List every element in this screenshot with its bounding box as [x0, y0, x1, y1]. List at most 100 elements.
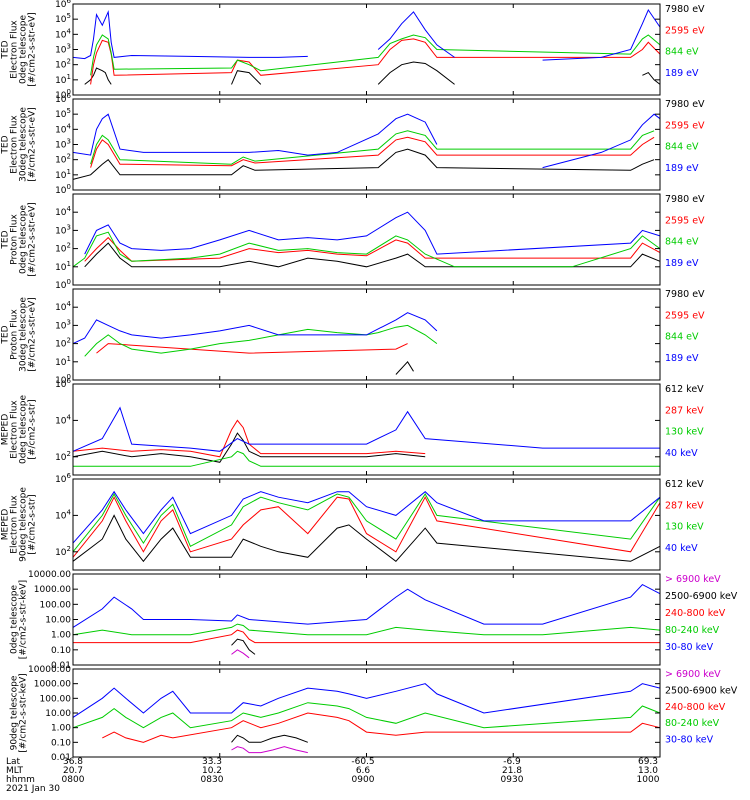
y-tick-label: 103 [55, 43, 71, 56]
y-tick-exponent: 2 [67, 337, 71, 345]
y-tick-exponent: 3 [67, 138, 71, 146]
y-tick-exponent: 3 [67, 43, 71, 51]
chart-panel-7: 10000.00 1000.00 100.00 10.00 1.00 0.10 0.01 90… [10, 665, 738, 763]
y-tick-exponent: 0 [67, 373, 71, 381]
legend-entry: 612 keV [665, 384, 704, 395]
plot-frame [72, 3, 661, 96]
y-tick-label: 104 [55, 205, 71, 218]
y-tick-exponent: 5 [67, 12, 71, 20]
y-tick-label: 101 [55, 355, 71, 368]
y-tick-exponent: 2 [67, 242, 71, 250]
legend-entry: 189 eV [665, 258, 699, 269]
series-line-7-3 [72, 702, 661, 729]
legend-entry: 2595 eV [665, 215, 705, 226]
series-line-6-4 [72, 583, 661, 628]
footer-col-2: -60.5 6.6 0900 [346, 758, 380, 785]
y-tick-label: 103 [55, 223, 71, 236]
series-line-3-0 [395, 360, 414, 375]
y-tick-label: 10000.00 [28, 570, 71, 580]
legend-entry: 30-80 keV [665, 642, 714, 653]
y-tick-exponent: 1 [67, 260, 71, 268]
footer-col-4: 69.3 13.0 1000 [633, 758, 663, 785]
ephemeris-footer: Lat MLT hhmm 2021 Jan 30 36.8 20.7 0800 … [0, 758, 750, 800]
y-tick-label: 106 [55, 472, 71, 485]
y-tick-exponent: 6 [67, 377, 72, 385]
y-tick-exponent: 5 [67, 107, 71, 115]
y-tick-exponent: 2 [67, 153, 71, 161]
y-tick-label: 104 [55, 27, 71, 40]
y-tick-exponent: 4 [67, 122, 72, 130]
legend-entry: 844 eV [665, 237, 699, 248]
y-tick-label: 104 [55, 300, 71, 313]
series-line-5-2 [72, 492, 661, 553]
y-tick-label: 10.00 [45, 709, 71, 719]
footer-lat-1: 33.3 [201, 757, 223, 767]
legend-entry: 189 eV [665, 163, 699, 174]
footer-hhmm-4: 1000 [636, 775, 660, 785]
series-line-5-1 [72, 496, 661, 558]
y-tick-label: 101 [55, 260, 71, 273]
legend-entry: > 6900 keV [665, 669, 721, 680]
legend-entry: 287 keV [665, 405, 704, 416]
legend-entry: 40 keV [665, 448, 698, 459]
legend-entry: 240-800 keV [665, 608, 726, 619]
series-line-5-0 [72, 514, 661, 563]
series-line-7-1 [231, 734, 308, 743]
series-line-7-0 [231, 746, 308, 754]
y-axis-label-line: [#/cm2-s-str-eV] [28, 107, 38, 182]
legend-entry: 2500-6900 keV [665, 591, 738, 602]
legend-entry: 287 keV [665, 500, 704, 511]
y-axis-label-line: TED [1, 325, 11, 344]
y-tick-label: 100 [55, 183, 71, 196]
y-axis-label: TEDElectron Flux30deg telescope[#/cm2-s-… [1, 107, 38, 182]
footer-hhmm-1: 0830 [200, 775, 224, 785]
y-axis-label-line: TED [1, 230, 11, 249]
y-axis-label-line: Proton Flux [10, 309, 20, 360]
footer-hhmm-0: 0800 [61, 775, 85, 785]
y-tick-exponent: 0 [67, 183, 71, 191]
y-tick-exponent: 3 [67, 318, 71, 326]
y-tick-exponent: 1 [67, 355, 71, 363]
y-tick-exponent: 4 [67, 27, 72, 35]
y-tick-label: 1000.00 [34, 680, 71, 690]
y-tick-label: 102 [55, 153, 71, 166]
footer-mlt-3: 21.8 [501, 766, 523, 776]
y-tick-label: 104 [55, 413, 71, 426]
legend-entry: 80-240 keV [665, 625, 720, 636]
legend-entry: 7980 eV [665, 289, 705, 300]
y-axis-label: TEDProton Flux30deg telescope[#/cm2-s-st… [1, 297, 38, 372]
legend-entry: 7980 eV [665, 99, 705, 110]
footer-mlt-2: 6.6 [355, 766, 371, 776]
y-tick-label: 10000.00 [28, 665, 71, 675]
series-line-7-2 [102, 712, 661, 743]
y-tick-exponent: 3 [67, 223, 71, 231]
y-axis-label-line: Electron Flux [10, 115, 20, 174]
y-tick-exponent: 2 [67, 545, 71, 553]
legend-entry: 240-800 keV [665, 702, 726, 713]
footer-hhmm-3: 0930 [500, 775, 524, 785]
y-axis-label: MEPEDElectron Flux90deg telescope[#/cm2-… [1, 487, 38, 562]
legend-entry: > 6900 keV [665, 574, 721, 585]
series-line-4-3 [72, 406, 660, 452]
y-axis-label-line: [#/cm2-s-str] [28, 399, 38, 459]
y-tick-label: 10.00 [45, 616, 71, 626]
footer-mlt-1: 10.2 [201, 766, 223, 776]
y-tick-label: 0.10 [51, 646, 71, 656]
series-line-1-1 [90, 136, 655, 168]
y-tick-label: 104 [55, 122, 71, 135]
plot-frame [72, 98, 661, 191]
y-axis-label-line: MEPED [1, 509, 11, 541]
y-axis-label-line: 0deg telescope [19, 15, 29, 85]
series-line-6-3 [72, 623, 661, 636]
y-axis-label: 0deg telescope[#/cm2-s-str-keV] [10, 580, 29, 659]
series-line-0-2 [90, 34, 661, 76]
legend-entry: 189 eV [665, 353, 699, 364]
y-tick-label: 100 [55, 278, 71, 291]
y-axis-label: MEPEDElectron Flux0deg telescope[#/cm2-s… [1, 395, 38, 465]
y-tick-label: 102 [55, 58, 71, 71]
y-tick-label: 102 [55, 545, 71, 558]
y-axis-label-line: 0deg telescope [19, 205, 29, 275]
footer-mlt-4: 13.0 [637, 766, 659, 776]
y-tick-label: 103 [55, 138, 71, 151]
